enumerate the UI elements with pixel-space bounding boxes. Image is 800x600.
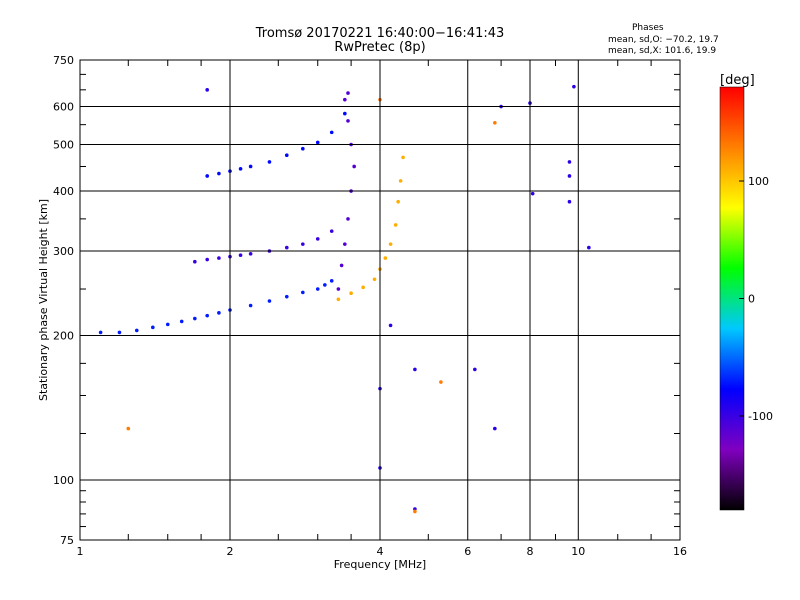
- data-point: [329, 130, 334, 135]
- y-tick-label: 500: [53, 139, 74, 152]
- data-point: [349, 291, 353, 296]
- data-point: [248, 252, 253, 256]
- data-point: [413, 367, 417, 372]
- colorbar-tick-label: -100: [748, 410, 773, 423]
- data-point: [205, 88, 209, 92]
- data-point: [383, 256, 388, 260]
- data-point: [372, 277, 377, 282]
- data-point: [439, 380, 443, 384]
- colorbar-tick-label: 0: [748, 293, 755, 306]
- data-point: [567, 174, 572, 178]
- data-point: [284, 153, 289, 158]
- data-point: [217, 311, 221, 315]
- data-point: [572, 84, 576, 89]
- data-point: [267, 299, 272, 303]
- data-point: [315, 237, 320, 241]
- chart-subtitle: RwPretec (8p): [334, 40, 426, 55]
- data-point: [165, 322, 170, 327]
- data-point: [98, 330, 103, 335]
- data-point: [267, 160, 272, 164]
- data-point: [301, 242, 305, 246]
- data-point: [388, 323, 393, 328]
- data-point: [151, 325, 155, 330]
- y-tick-label: 400: [53, 185, 74, 198]
- data-point: [346, 119, 350, 123]
- data-point: [396, 199, 400, 204]
- data-point: [493, 120, 497, 125]
- data-point: [205, 174, 209, 178]
- x-tick-label: 10: [571, 545, 585, 558]
- data-point: [339, 263, 344, 268]
- colorbar-tick-label: 100: [748, 175, 769, 188]
- x-tick-label: 4: [377, 545, 384, 558]
- stats-heading: Phases: [632, 23, 664, 33]
- data-point: [117, 330, 122, 335]
- data-point: [248, 164, 253, 169]
- data-point: [217, 256, 221, 260]
- data-point: [193, 316, 197, 321]
- data-point: [193, 259, 197, 264]
- data-point: [346, 217, 350, 221]
- stats-x-line: mean, sd,X: 101.6, 19.9: [608, 46, 717, 56]
- x-tick-label: 16: [673, 545, 687, 558]
- y-tick-label: 100: [53, 474, 74, 487]
- data-point: [315, 140, 320, 145]
- y-tick-label: 300: [53, 245, 74, 258]
- data-point: [238, 167, 243, 171]
- data-point: [126, 426, 131, 431]
- data-point: [284, 294, 289, 299]
- colorbar-label: [deg]: [720, 73, 755, 88]
- data-point: [388, 242, 393, 246]
- data-point: [238, 253, 243, 258]
- data-point: [336, 287, 341, 291]
- data-point: [343, 242, 347, 246]
- y-tick-label: 75: [60, 534, 74, 547]
- stats-o-line: mean, sd,O: −70.2, 19.7: [608, 35, 719, 45]
- x-tick-label: 6: [464, 545, 471, 558]
- data-point: [301, 290, 305, 295]
- x-axis-label: Frequency [MHz]: [334, 558, 426, 571]
- data-point: [352, 164, 356, 169]
- data-point: [329, 279, 334, 283]
- data-point: [393, 223, 398, 227]
- data-point: [567, 199, 572, 204]
- x-tick-label: 2: [227, 545, 234, 558]
- data-point: [413, 509, 417, 514]
- data-point: [343, 97, 347, 102]
- data-point: [530, 191, 535, 196]
- data-point: [315, 287, 320, 291]
- y-axis-label: Stationary phase Virtual Height [km]: [37, 199, 50, 401]
- data-point: [493, 426, 497, 431]
- data-point: [301, 146, 305, 151]
- data-point: [336, 297, 341, 302]
- x-tick-label: 1: [77, 545, 84, 558]
- data-point: [284, 245, 289, 250]
- data-point: [205, 257, 209, 262]
- data-point: [205, 313, 209, 318]
- data-point: [401, 155, 405, 160]
- data-point: [343, 111, 347, 116]
- y-tick-label: 750: [53, 54, 74, 67]
- data-point: [134, 328, 139, 333]
- data-point: [248, 303, 253, 308]
- data-point: [473, 367, 477, 372]
- data-point: [567, 160, 572, 164]
- data-point: [361, 285, 365, 290]
- data-point: [329, 229, 334, 233]
- data-point: [179, 319, 184, 324]
- data-point: [587, 245, 591, 250]
- x-tick-label: 8: [527, 545, 534, 558]
- data-point: [323, 283, 327, 287]
- chart-title: Tromsø 20170221 16:40:00−16:41:43: [255, 26, 505, 41]
- y-tick-label: 600: [53, 101, 74, 114]
- data-point: [398, 179, 403, 183]
- y-tick-label: 200: [53, 330, 74, 343]
- data-point: [346, 91, 350, 95]
- data-point: [217, 171, 221, 176]
